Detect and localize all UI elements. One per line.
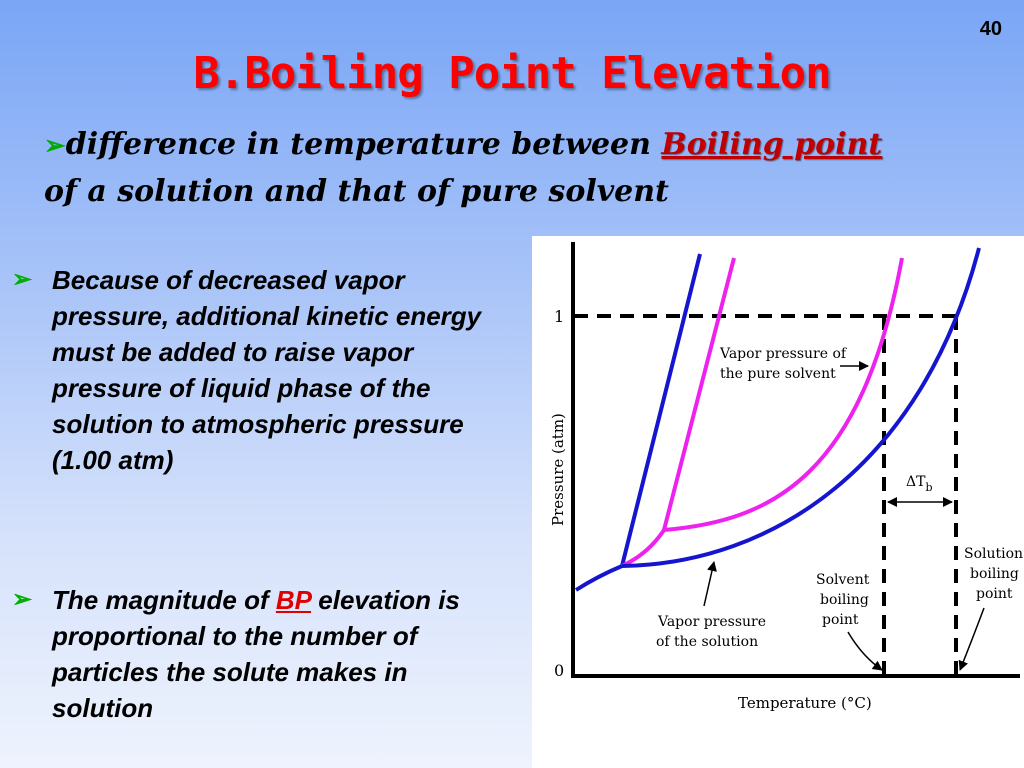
bullet-bp-magnitude: ➢ The magnitude of BP elevation is propo… bbox=[12, 582, 512, 726]
arrow-bullet-icon: ➢ bbox=[44, 131, 66, 161]
definition-text: ➢difference in temperature between Boili… bbox=[44, 122, 924, 215]
solution-pointer-arrow bbox=[703, 561, 717, 607]
phase-diagram: 1 0 Pressure (atm) Temperature (°C) Vapo… bbox=[532, 236, 1024, 768]
pure-solvent-label-line2: the pure solvent bbox=[720, 366, 836, 382]
bullet-text-part-1: The magnitude of bbox=[52, 585, 276, 615]
arrow-bullet-icon: ➢ bbox=[12, 266, 33, 293]
slide-title: B.Boiling Point Elevation bbox=[193, 48, 831, 99]
bullet-text-part-2: elevation is proportional to the number … bbox=[52, 585, 460, 723]
bullet-text: The magnitude of BP elevation is proport… bbox=[52, 582, 512, 726]
bullet-vapor-pressure: ➢ Because of decreased vapor pressure, a… bbox=[12, 262, 512, 478]
definition-part-2: of a solution and that of pure solvent bbox=[44, 174, 669, 209]
pure-solvent-vapor-curve bbox=[663, 257, 904, 532]
pure-solvent-label-line1: Vapor pressure of bbox=[719, 346, 848, 362]
solution-vapor-curve bbox=[621, 247, 981, 568]
phase-diagram-svg: 1 0 Pressure (atm) Temperature (°C) Vapo… bbox=[549, 242, 1023, 712]
solution-bp-pointer-arrow bbox=[958, 607, 985, 671]
solution-bp-label-line2: boiling bbox=[970, 566, 1019, 582]
definition-part-1: difference in temperature between bbox=[65, 127, 662, 162]
solvent-bp-pointer-arrow bbox=[847, 631, 883, 671]
solution-label-line1: Vapor pressure bbox=[657, 614, 766, 630]
bp-emphasis: BP bbox=[275, 585, 312, 615]
solvent-sublimation-curve bbox=[621, 528, 666, 568]
arrow-bullet-icon: ➢ bbox=[12, 586, 33, 613]
definition-emphasis: Boiling point bbox=[661, 127, 883, 162]
solution-bp-label-line1: Solution bbox=[964, 546, 1023, 562]
solution-bp-label-line3: point bbox=[976, 586, 1013, 602]
solution-label-line2: of the solution bbox=[656, 634, 758, 650]
solvent-bp-label-line2: boiling bbox=[820, 592, 869, 608]
solvent-solid-liquid-line bbox=[662, 257, 736, 531]
solvent-bp-label-line1: Solvent bbox=[816, 572, 870, 588]
solution-sublimation-curve bbox=[574, 564, 623, 592]
solution-solid-liquid-line bbox=[620, 253, 702, 567]
solvent-bp-label-line3: point bbox=[822, 612, 859, 628]
y-tick-0: 0 bbox=[554, 661, 564, 680]
y-tick-1: 1 bbox=[554, 307, 564, 326]
y-axis-label: Pressure (atm) bbox=[549, 413, 567, 526]
x-axis-label: Temperature (°C) bbox=[738, 694, 872, 712]
delta-tb-label: ΔTb bbox=[906, 474, 933, 494]
slide-number: 40 bbox=[979, 18, 1002, 40]
bullet-text: Because of decreased vapor pressure, add… bbox=[52, 265, 482, 475]
